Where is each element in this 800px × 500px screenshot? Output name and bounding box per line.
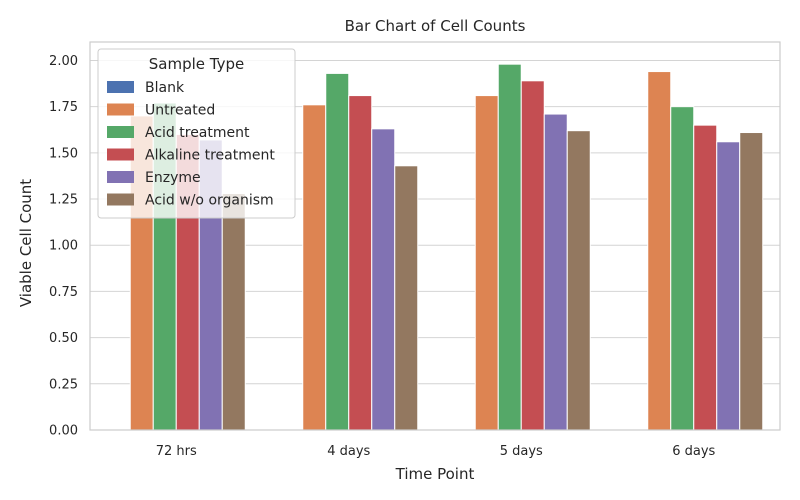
y-tick-label: 1.00 <box>49 239 78 254</box>
bar <box>497 63 522 431</box>
y-axis-ticks: 0.00 0.25 0.50 0.75 1.00 1.25 1.50 1.75 2.00 <box>49 54 78 439</box>
legend-label: Acid treatment <box>145 125 250 141</box>
y-tick-label: 1.75 <box>49 100 78 115</box>
legend-swatch <box>107 171 134 183</box>
legend-swatch <box>107 103 134 116</box>
y-tick-label: 0.25 <box>49 377 78 392</box>
bar <box>394 165 419 431</box>
y-tick-label: 0.75 <box>49 285 78 300</box>
x-axis-label: Time Point <box>395 465 475 483</box>
x-tick-label: 4 days <box>327 444 370 459</box>
bar <box>566 130 591 431</box>
y-tick-label: 1.25 <box>49 193 78 208</box>
x-tick-label: 5 days <box>500 444 543 459</box>
y-tick-label: 2.00 <box>49 54 78 69</box>
bar <box>371 128 396 431</box>
legend-swatch <box>107 126 134 138</box>
bar <box>739 132 764 431</box>
legend-box <box>97 48 296 219</box>
bar <box>670 106 695 431</box>
y-tick-label: 0.00 <box>49 424 78 439</box>
bar <box>325 72 350 431</box>
y-tick-label: 0.50 <box>49 331 78 346</box>
chart-title: Bar Chart of Cell Counts <box>345 17 526 35</box>
legend-swatch <box>107 81 134 93</box>
x-tick-label: 72 hrs <box>156 444 197 459</box>
bar <box>520 80 545 431</box>
plot-frame <box>89 41 781 431</box>
legend-label: Alkaline treatment <box>145 148 275 164</box>
bar <box>348 95 373 431</box>
legend-label: Enzyme <box>145 170 201 186</box>
bar <box>543 113 568 431</box>
x-axis-ticks: 72 hrs 4 days 5 days 6 days <box>156 444 716 459</box>
bar <box>716 141 741 431</box>
bar <box>302 104 327 431</box>
legend-swatch <box>107 193 134 206</box>
y-tick-label: 1.50 <box>49 146 78 161</box>
legend: Sample Type Blank Untreated Acid treatment… <box>97 48 296 219</box>
legend-label: Acid w/o organism <box>145 193 274 209</box>
bar <box>693 124 718 431</box>
legend-label: Blank <box>145 80 185 96</box>
bar <box>474 95 499 431</box>
bar <box>221 193 246 431</box>
legend-title: Sample Type <box>149 55 244 73</box>
x-tick-label: 6 days <box>672 444 715 459</box>
legend-label: Untreated <box>145 103 215 119</box>
legend-swatch <box>107 148 134 161</box>
bar <box>647 71 672 431</box>
y-axis-label: Viable Cell Count <box>17 179 35 307</box>
plot-border <box>89 41 781 431</box>
